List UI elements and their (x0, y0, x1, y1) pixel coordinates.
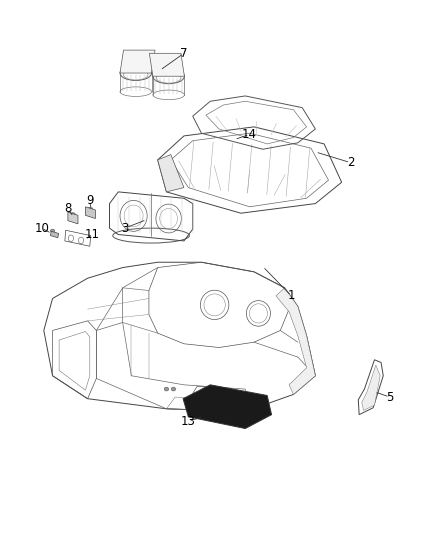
Polygon shape (158, 155, 184, 192)
Text: 10: 10 (34, 222, 49, 235)
Polygon shape (362, 365, 380, 410)
Polygon shape (68, 212, 78, 224)
Text: 11: 11 (85, 228, 99, 241)
Text: 7: 7 (180, 47, 188, 60)
Ellipse shape (171, 387, 176, 391)
Ellipse shape (164, 387, 169, 391)
Polygon shape (276, 288, 315, 394)
Text: 13: 13 (181, 415, 196, 427)
Polygon shape (149, 53, 184, 76)
Polygon shape (85, 207, 95, 219)
Polygon shape (50, 231, 59, 238)
Text: 9: 9 (86, 195, 94, 207)
Ellipse shape (88, 207, 93, 211)
Text: 3: 3 (121, 222, 128, 235)
Text: 5: 5 (386, 391, 393, 403)
Text: 8: 8 (64, 203, 71, 215)
Polygon shape (183, 385, 272, 429)
Polygon shape (120, 50, 155, 73)
Text: 2: 2 (346, 156, 354, 169)
Text: 14: 14 (242, 128, 257, 141)
Ellipse shape (70, 213, 75, 216)
Ellipse shape (50, 229, 55, 232)
Text: 1: 1 (287, 289, 295, 302)
